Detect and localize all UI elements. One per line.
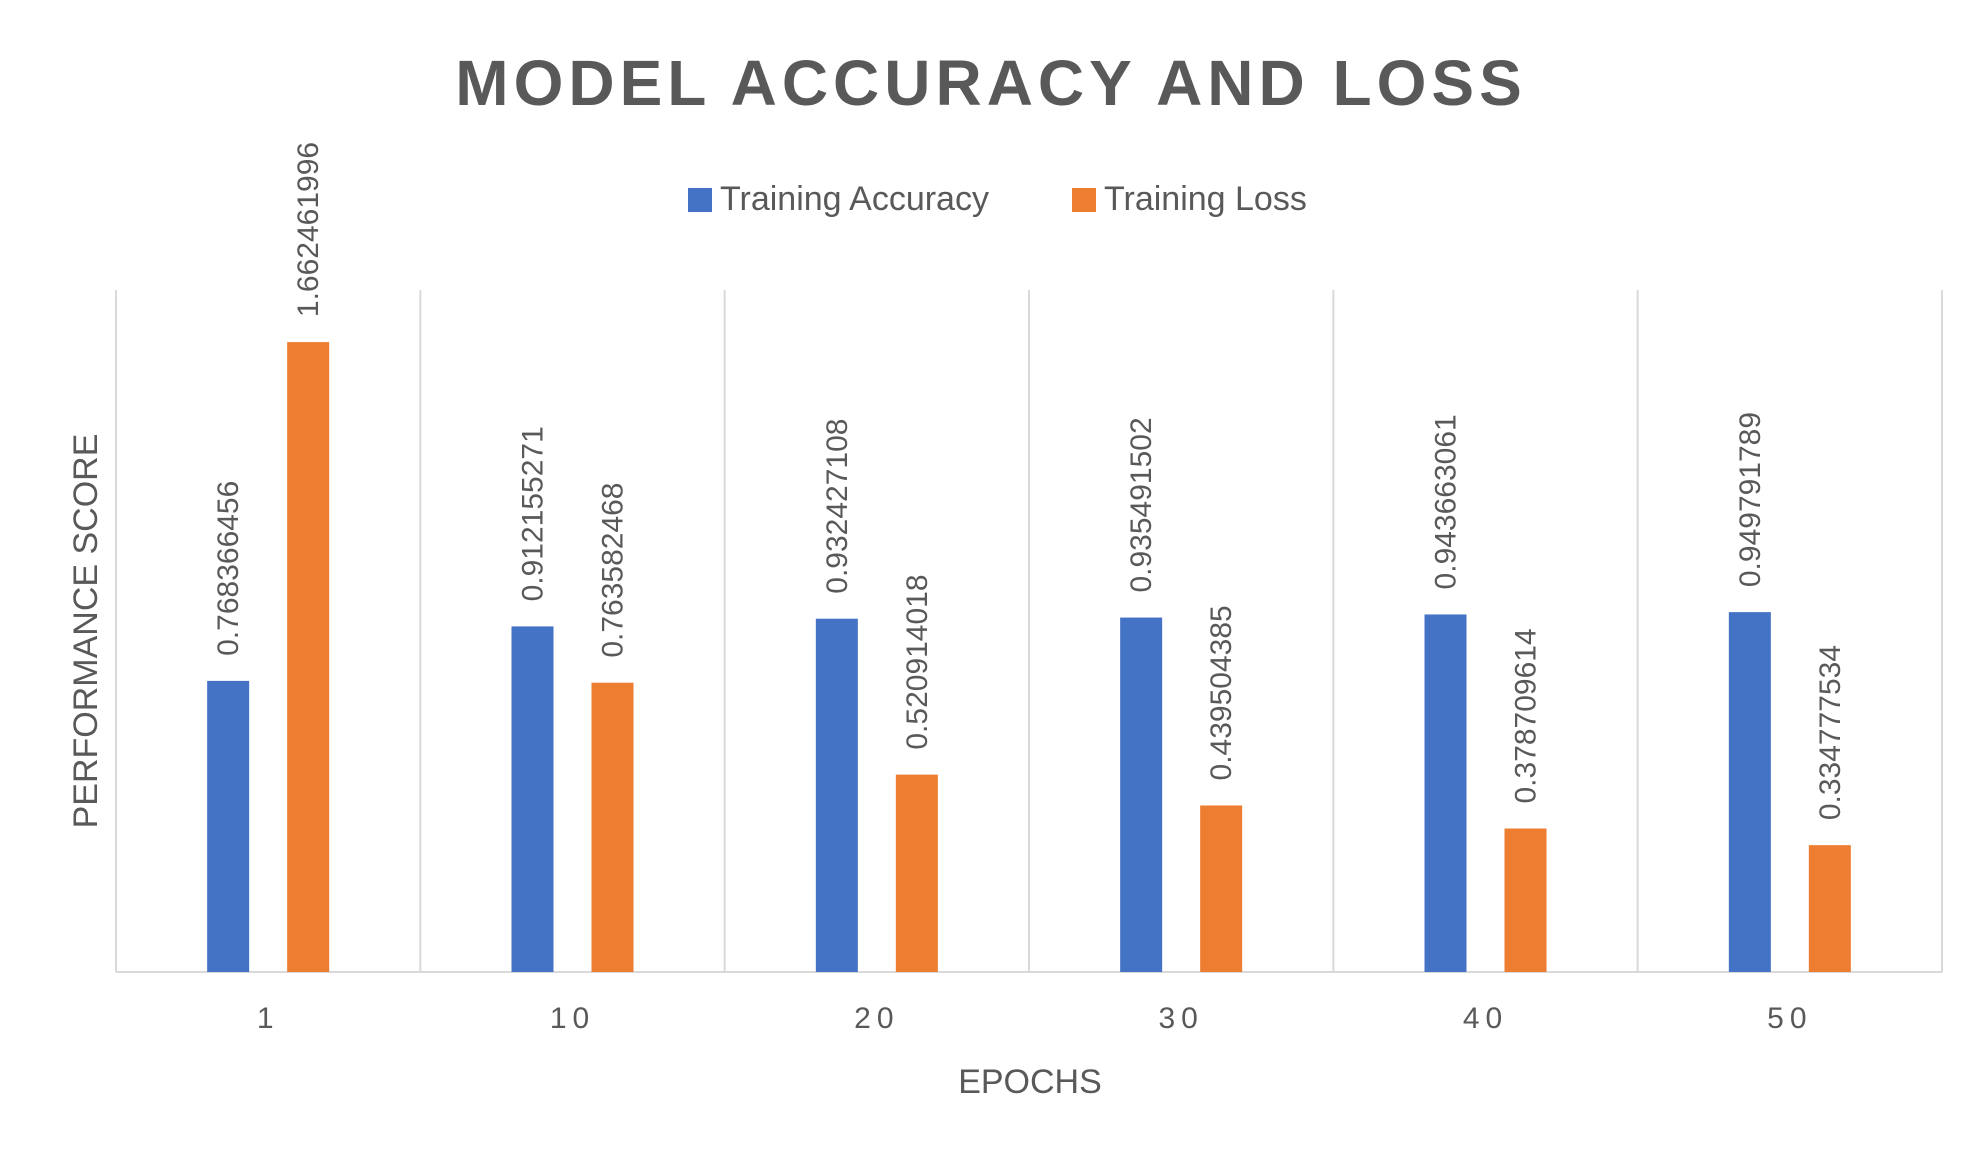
- data-label-training-accuracy-epoch-40: 0.943663061: [1430, 414, 1463, 589]
- bar-training-accuracy-epoch-50: [1728, 612, 1771, 972]
- data-label-training-loss-epoch-40: 0.378709614: [1510, 628, 1543, 803]
- data-label-training-accuracy-epoch-20: 0.932427108: [821, 419, 854, 594]
- bar-training-accuracy-epoch-10: [511, 626, 554, 972]
- data-label-training-accuracy-epoch-50: 0.949791789: [1734, 412, 1767, 587]
- x-tick-labels: 1 10 20 30 40 50: [257, 1002, 1812, 1035]
- data-label-training-loss-epoch-20: 0.520914018: [901, 574, 934, 749]
- bar-training-loss-epoch-10: [591, 682, 634, 972]
- data-label-training-accuracy-epoch-1: 0.768366456: [212, 481, 245, 656]
- x-tick-label: 20: [854, 1002, 899, 1035]
- data-label-training-loss-epoch-10: 0.763582468: [597, 482, 630, 657]
- legend-label-loss: Training Loss: [1104, 180, 1307, 218]
- data-label-training-loss-epoch-30: 0.439504385: [1205, 605, 1238, 780]
- legend-swatch-loss: [1072, 188, 1096, 212]
- legend: Training Accuracy Training Loss: [688, 180, 1307, 218]
- data-labels: 0.768366456 1.662461996 0.912155271 0.76358…: [212, 142, 1847, 820]
- x-axis-title: EPOCHS: [958, 1063, 1102, 1101]
- bar-training-loss-epoch-50: [1808, 845, 1851, 972]
- bar-training-loss-epoch-30: [1200, 805, 1243, 972]
- x-tick-label: 1: [257, 1002, 280, 1035]
- bar-training-accuracy-epoch-20: [815, 618, 858, 972]
- legend-label-accuracy: Training Accuracy: [720, 180, 989, 218]
- data-label-training-accuracy-epoch-10: 0.912155271: [517, 426, 550, 601]
- bar-training-accuracy-epoch-40: [1424, 614, 1467, 972]
- bar-training-accuracy-epoch-30: [1120, 617, 1163, 972]
- x-tick-label: 40: [1463, 1002, 1508, 1035]
- data-label-training-loss-epoch-50: 0.334777534: [1814, 645, 1847, 820]
- bar-training-loss-epoch-1: [287, 342, 330, 972]
- bar-training-accuracy-epoch-1: [207, 680, 250, 972]
- x-tick-label: 50: [1767, 1002, 1812, 1035]
- data-label-training-accuracy-epoch-30: 0.935491502: [1125, 417, 1158, 592]
- chart-title: MODEL ACCURACY AND LOSS: [455, 47, 1527, 119]
- legend-swatch-accuracy: [688, 188, 712, 212]
- bars: [207, 342, 1851, 972]
- x-tick-label: 30: [1158, 1002, 1203, 1035]
- bar-training-loss-epoch-20: [895, 774, 938, 972]
- bar-training-loss-epoch-40: [1504, 828, 1547, 972]
- grid: [115, 290, 1943, 973]
- data-label-training-loss-epoch-1: 1.662461996: [292, 142, 325, 317]
- y-axis-title: PERFORMANCE SCORE: [67, 434, 105, 829]
- x-tick-label: 10: [550, 1002, 595, 1035]
